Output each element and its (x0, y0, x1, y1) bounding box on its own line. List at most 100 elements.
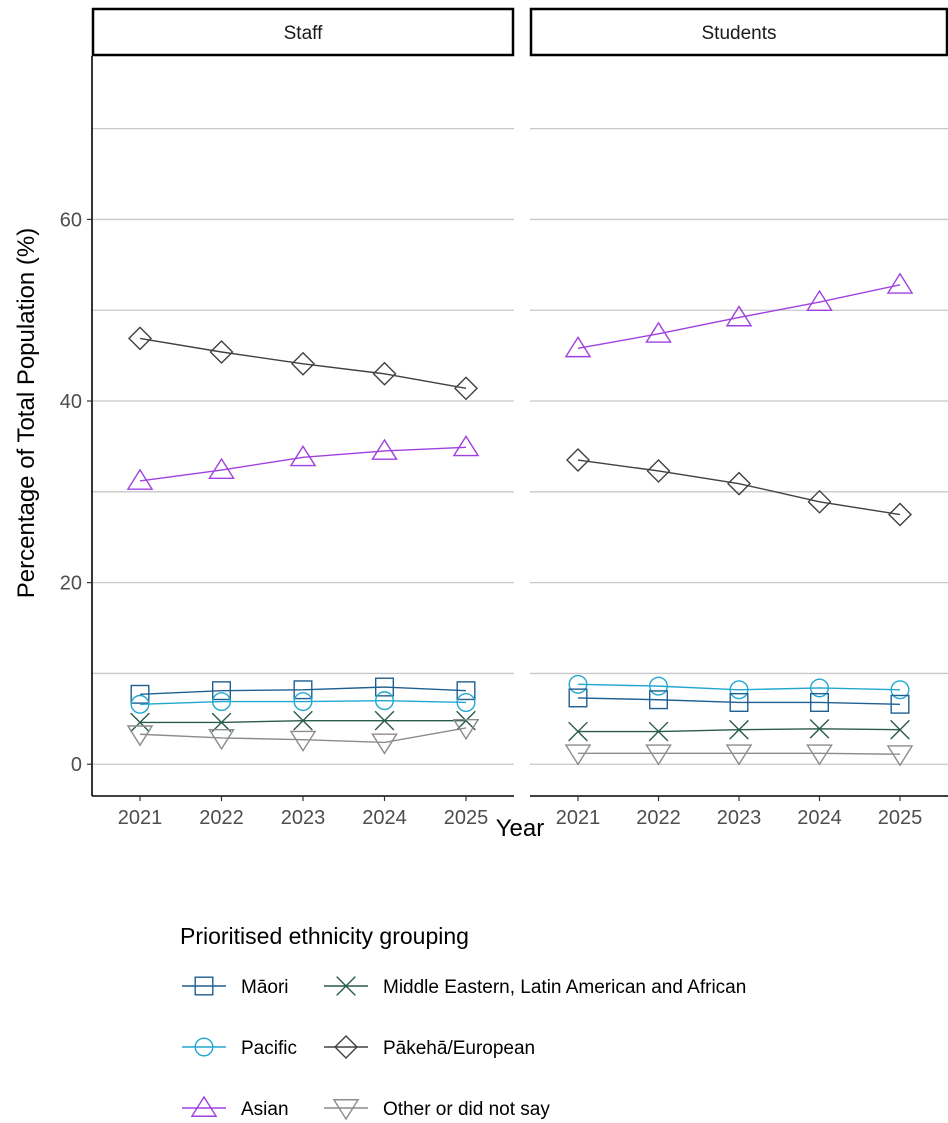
x-tick-label: 2023 (281, 807, 326, 829)
series-line (139, 686, 467, 696)
series-pakeha-european (566, 448, 912, 527)
series-maori (568, 688, 910, 714)
data-point (456, 681, 476, 701)
legend-item-other-or-did-not-say: Other or did not say (324, 1099, 550, 1121)
series-line (577, 683, 901, 691)
data-point (806, 744, 833, 766)
data-point (886, 272, 914, 294)
data-point (564, 744, 592, 766)
x-tick-label: 2021 (118, 807, 163, 829)
y-tick-label: 60 (60, 209, 82, 231)
data-point (806, 289, 833, 312)
data-point (291, 351, 315, 376)
y-tick-label: 0 (71, 754, 82, 776)
data-point (454, 376, 478, 401)
x-tick-label: 2022 (199, 807, 244, 829)
data-point (128, 326, 152, 351)
legend-label: Pākehā/European (383, 1038, 535, 1059)
y-axis-title: Percentage of Total Population (%) (13, 228, 40, 598)
legend-key-marker (190, 1095, 218, 1117)
x-tick-label: 2021 (556, 807, 601, 829)
data-point (452, 718, 480, 741)
data-point (888, 502, 912, 527)
data-point (293, 692, 313, 712)
data-point (810, 692, 830, 712)
data-point (456, 692, 476, 712)
legend-item-asian: Asian (182, 1095, 289, 1120)
series-pacific (568, 674, 910, 700)
data-point (289, 730, 317, 753)
series-middle-eastern-latin-american-and-african (130, 710, 476, 733)
x-tick-label: 2022 (636, 807, 681, 829)
data-point (725, 744, 753, 766)
legend-title: Prioritised ethnicity grouping (180, 923, 469, 949)
series-line (578, 752, 901, 755)
legend-label: Pacific (241, 1038, 297, 1059)
x-tick-label: 2025 (878, 807, 923, 829)
data-point (130, 694, 150, 714)
legend-label: Māori (241, 977, 289, 998)
x-tick-label: 2024 (797, 807, 842, 829)
chart-panels: Staff 2021 2022 2023 2024 2025 Students 2021 202… (91, 7, 948, 829)
y-tick-label: 20 (60, 573, 82, 595)
data-point (727, 471, 751, 496)
data-point (130, 684, 150, 704)
data-point (725, 305, 753, 327)
series-line (139, 446, 467, 482)
series-pacific (130, 691, 476, 714)
panel-staff: Staff 2021 2022 2023 2024 2025 (91, 7, 515, 829)
data-point (452, 435, 480, 457)
data-point (371, 733, 398, 755)
legend-label: Other or did not say (383, 1099, 550, 1120)
data-point (645, 744, 672, 766)
legend-items: Māori Middle Eastern, Latin American and … (182, 976, 746, 1121)
y-tick-label: 40 (60, 391, 82, 413)
series-line (139, 337, 467, 390)
legend-key-marker (336, 976, 356, 996)
data-point (211, 712, 232, 733)
series-line (139, 727, 467, 744)
data-point (810, 678, 830, 698)
panel-strip-label: Staff (284, 23, 323, 44)
legend-item-pakeha-european: Pākehā/European (324, 1035, 535, 1059)
data-point (208, 728, 235, 751)
data-point (648, 721, 669, 742)
data-point (375, 691, 395, 711)
legend-item-middle-eastern-latin-american-and-african: Middle Eastern, Latin American and Afric… (324, 976, 746, 998)
data-point (209, 340, 234, 364)
data-point (372, 361, 397, 386)
data-point (456, 710, 476, 731)
legend-label: Asian (241, 1099, 289, 1120)
data-point (564, 336, 592, 358)
data-point (809, 718, 830, 739)
legend-key-marker (334, 1035, 358, 1059)
data-point (375, 677, 395, 697)
x-tick-label: 2024 (362, 807, 407, 829)
data-point (649, 676, 669, 696)
x-tick-label: 2023 (717, 807, 762, 829)
data-point (371, 438, 398, 460)
panel-strip-label: Students (702, 23, 777, 44)
data-point (568, 688, 588, 708)
panel-students: Students 2021 2022 2023 2024 2025 (529, 7, 948, 829)
data-point (890, 719, 910, 740)
data-point (890, 694, 910, 714)
data-point (890, 680, 910, 700)
series-line (577, 697, 901, 705)
data-point (886, 745, 914, 767)
legend: Prioritised ethnicity grouping Māori Midd… (180, 923, 746, 1121)
data-point (374, 710, 395, 731)
y-axis: 0 20 40 60 (60, 209, 92, 776)
data-point (646, 458, 671, 483)
data-point (208, 457, 235, 479)
legend-key-marker (332, 1099, 360, 1121)
data-point (130, 712, 150, 733)
data-point (293, 680, 313, 700)
data-point (807, 489, 832, 514)
panel-strip (91, 7, 515, 57)
series-maori (130, 677, 476, 704)
data-point (126, 468, 154, 490)
data-point (211, 681, 231, 701)
x-axis-title: Year (496, 815, 545, 842)
